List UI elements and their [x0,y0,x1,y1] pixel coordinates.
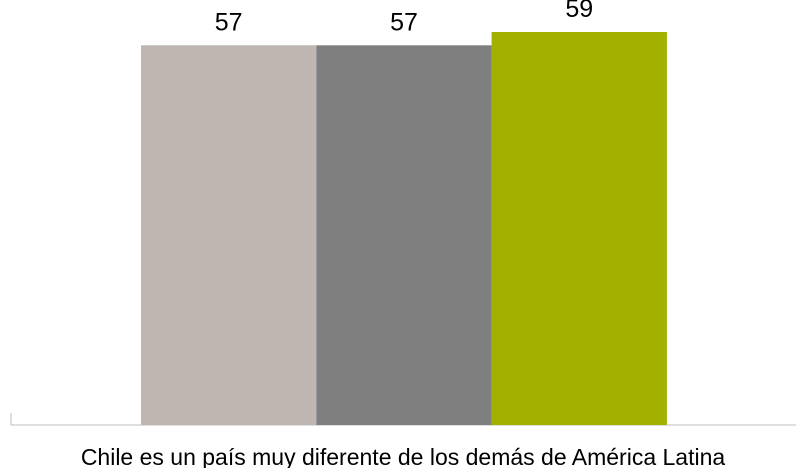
bar-value-label-3: 59 [565,0,593,23]
bar-value-label-2: 57 [390,8,418,36]
bars-group [141,32,667,426]
category-label: Chile es un país muy diferente de los de… [81,444,726,468]
bar-3 [491,32,667,425]
bar-2 [316,45,492,426]
bar-1 [141,45,317,426]
value-labels-group: 57 57 59 [215,0,593,36]
bar-value-label-1: 57 [215,8,243,36]
